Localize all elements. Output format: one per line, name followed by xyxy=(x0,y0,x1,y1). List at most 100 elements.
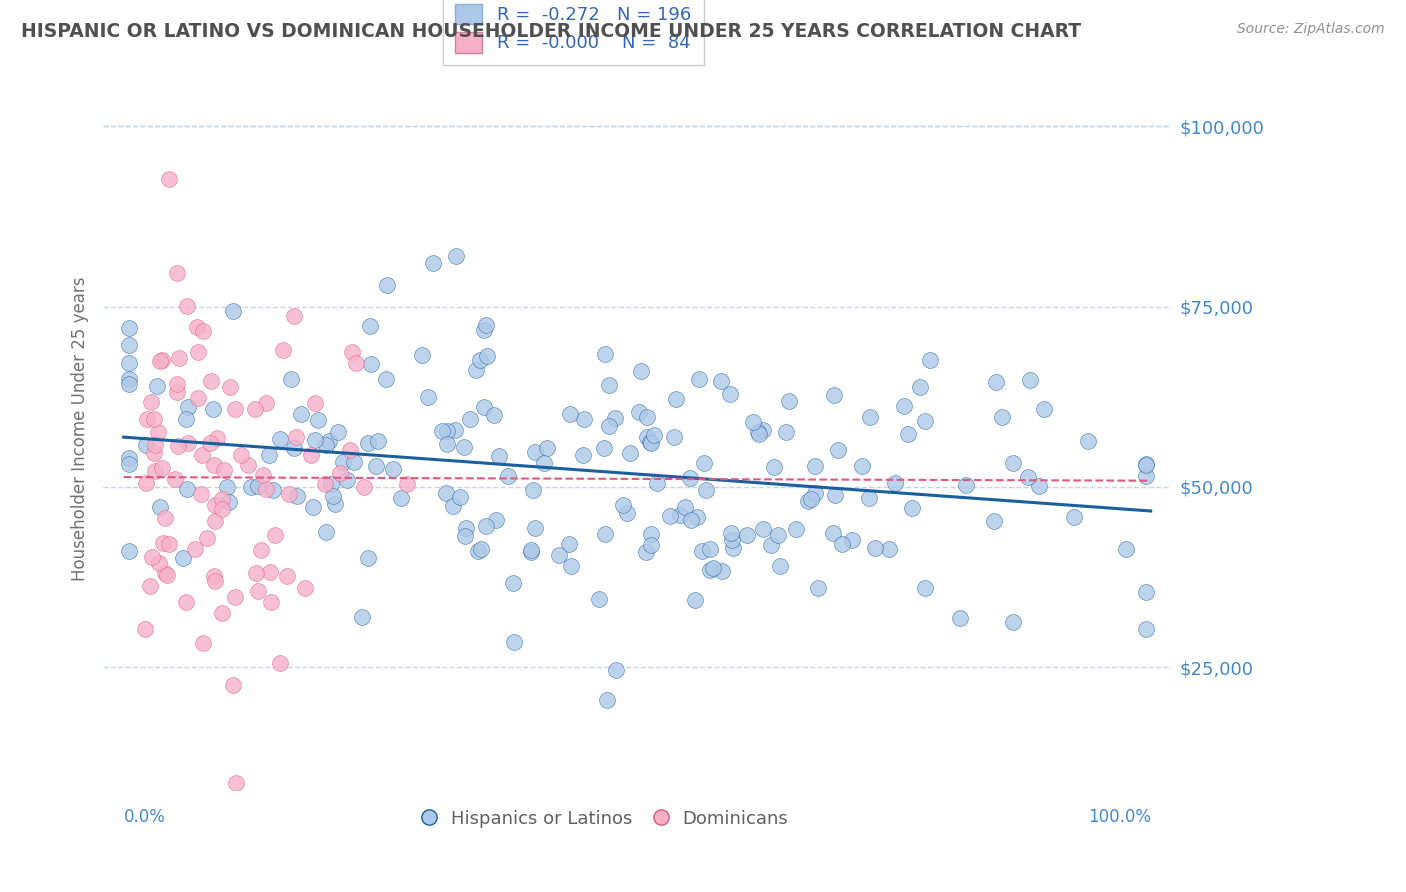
Point xyxy=(603,410,626,425)
Point xyxy=(254,482,277,496)
Point xyxy=(118,372,141,386)
Point xyxy=(831,537,853,551)
Point xyxy=(118,337,141,351)
Point xyxy=(118,356,141,370)
Point xyxy=(430,425,453,439)
Point xyxy=(278,487,301,501)
Point xyxy=(319,477,342,491)
Point xyxy=(176,299,198,313)
Point xyxy=(150,352,173,367)
Point xyxy=(702,561,724,575)
Point xyxy=(520,545,543,559)
Point xyxy=(718,387,741,401)
Point xyxy=(360,357,382,371)
Point xyxy=(225,775,247,789)
Point xyxy=(522,483,544,497)
Point xyxy=(475,518,498,533)
Point xyxy=(344,356,367,370)
Point xyxy=(307,413,329,427)
Point xyxy=(766,527,789,541)
Point xyxy=(1135,584,1157,599)
Point xyxy=(634,545,657,559)
Point xyxy=(669,508,692,522)
Point xyxy=(1135,458,1157,473)
Point xyxy=(572,449,595,463)
Point xyxy=(482,408,505,422)
Point xyxy=(382,462,405,476)
Point xyxy=(721,541,744,555)
Point xyxy=(901,501,924,516)
Text: Source: ZipAtlas.com: Source: ZipAtlas.com xyxy=(1237,22,1385,37)
Point xyxy=(711,564,734,578)
Point xyxy=(695,483,717,497)
Point xyxy=(332,455,354,469)
Point xyxy=(252,468,274,483)
Point xyxy=(475,318,498,333)
Point xyxy=(187,391,209,405)
Point xyxy=(1077,434,1099,448)
Point xyxy=(191,448,214,462)
Point xyxy=(841,533,863,547)
Point xyxy=(222,677,245,691)
Point xyxy=(804,485,827,500)
Point xyxy=(141,395,163,409)
Point xyxy=(236,458,259,473)
Point xyxy=(148,556,170,570)
Point xyxy=(1017,470,1039,484)
Point xyxy=(342,344,364,359)
Point xyxy=(721,533,744,548)
Point xyxy=(681,513,703,527)
Point xyxy=(778,394,800,409)
Point xyxy=(375,372,398,386)
Point xyxy=(211,491,233,506)
Point xyxy=(807,581,830,595)
Point xyxy=(150,461,173,475)
Point xyxy=(118,320,141,334)
Point xyxy=(243,401,266,416)
Point xyxy=(747,425,769,439)
Point xyxy=(177,400,200,414)
Point xyxy=(211,502,233,516)
Point xyxy=(444,423,467,437)
Point xyxy=(710,374,733,388)
Point xyxy=(467,544,489,558)
Point xyxy=(984,375,1007,389)
Point xyxy=(434,486,457,500)
Point xyxy=(301,500,323,514)
Point xyxy=(269,433,291,447)
Point xyxy=(699,563,721,577)
Point xyxy=(502,575,524,590)
Point xyxy=(588,591,610,606)
Point xyxy=(636,430,658,444)
Point xyxy=(262,483,284,498)
Point xyxy=(157,171,180,186)
Point xyxy=(356,436,378,450)
Point xyxy=(204,498,226,512)
Point xyxy=(436,425,458,439)
Point xyxy=(118,450,141,465)
Point xyxy=(638,435,661,450)
Point xyxy=(276,569,298,583)
Point xyxy=(592,442,614,456)
Point xyxy=(444,249,467,263)
Point xyxy=(627,405,650,419)
Point xyxy=(572,412,595,426)
Point xyxy=(1135,457,1157,471)
Point xyxy=(222,304,245,318)
Point xyxy=(536,441,558,455)
Point xyxy=(411,348,433,362)
Point xyxy=(598,378,620,392)
Point xyxy=(304,396,326,410)
Point xyxy=(683,593,706,607)
Legend: Hispanics or Latinos, Dominicans: Hispanics or Latinos, Dominicans xyxy=(415,803,796,835)
Point xyxy=(488,449,510,463)
Point xyxy=(146,425,169,439)
Point xyxy=(823,525,845,540)
Point xyxy=(335,473,357,487)
Point xyxy=(142,412,165,426)
Point xyxy=(991,409,1014,424)
Point xyxy=(364,459,387,474)
Point xyxy=(143,464,166,478)
Point xyxy=(155,568,177,582)
Point xyxy=(304,434,326,448)
